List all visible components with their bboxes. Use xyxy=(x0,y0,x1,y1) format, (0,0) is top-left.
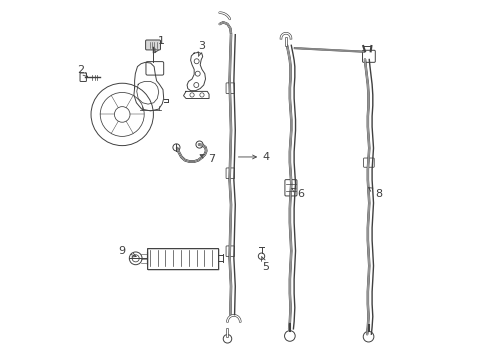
Bar xyxy=(148,249,219,270)
Text: 5: 5 xyxy=(261,256,269,272)
Text: 3: 3 xyxy=(198,41,205,57)
FancyBboxPatch shape xyxy=(145,40,160,50)
Text: 2: 2 xyxy=(77,65,87,77)
Bar xyxy=(147,248,218,269)
Text: 4: 4 xyxy=(238,152,269,162)
Text: 7: 7 xyxy=(200,154,215,165)
Text: 6: 6 xyxy=(291,188,304,199)
Text: 9: 9 xyxy=(119,246,136,257)
Text: 8: 8 xyxy=(368,188,381,199)
Text: 1: 1 xyxy=(155,36,164,53)
